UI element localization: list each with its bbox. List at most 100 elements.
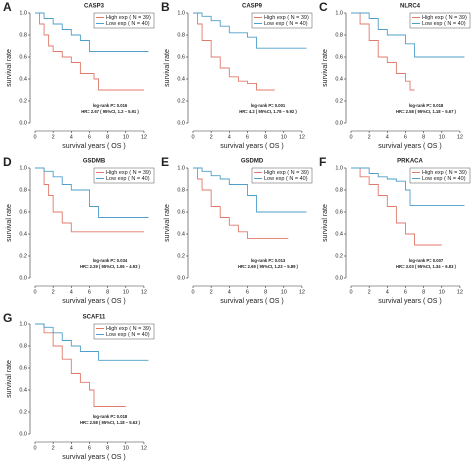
x-tick-label: 4 — [70, 445, 73, 451]
y-tick-label: 0.0 — [177, 120, 185, 126]
y-axis-label: survival rate — [6, 204, 13, 242]
chart-title: CASP3 — [84, 4, 105, 10]
x-tick-label: 10 — [123, 289, 129, 295]
y-tick-label: 0.8 — [177, 32, 185, 38]
y-tick-label: 0.2 — [19, 409, 27, 415]
legend-box — [251, 167, 313, 184]
legend-label: Low exp ( N = 40) — [264, 176, 308, 182]
y-tick-label: 0.2 — [19, 98, 27, 104]
y-tick-label: 1.0 — [19, 321, 27, 327]
y-tick-label: 0.0 — [177, 275, 185, 281]
annotation: HR= 2.58 ( 95%CI, 1.18 – 5.67 ) — [396, 109, 457, 114]
y-tick-label: 0.4 — [335, 231, 343, 237]
survival-curve — [193, 167, 307, 213]
x-tick-label: 4 — [228, 134, 231, 140]
y-axis-label: survival rate — [6, 49, 13, 87]
survival-curve — [35, 12, 149, 52]
y-tick-label: 1.0 — [19, 10, 27, 16]
y-tick-label: 0.2 — [177, 253, 185, 259]
annotation: log-rank P= 0.007 — [409, 258, 444, 263]
panel: B CASP9 0.0 0.2 0.4 0.6 0.8 1.0 0 2 4 6 8 10 12 surviva… — [161, 0, 313, 150]
y-tick-label: 1.0 — [177, 165, 185, 171]
panel: C NLRC4 0.0 0.2 0.4 0.6 0.8 1.0 0 2 4 6 8 10 12 surviva… — [319, 0, 471, 150]
y-tick-label: 0.2 — [335, 98, 343, 104]
y-tick-label: 0.4 — [19, 387, 27, 393]
x-tick-label: 0 — [191, 134, 194, 140]
y-tick-label: 0.0 — [19, 120, 27, 126]
annotation: HR= 3.03 ( 95%CI, 1.34 – 6.83 ) — [396, 264, 457, 269]
chart-title: CASP9 — [242, 4, 263, 10]
annotation: log-rank P= 0.018 — [93, 414, 128, 419]
survival-curve — [351, 12, 415, 91]
x-tick-label: 10 — [281, 289, 287, 295]
x-axis-label: survival years ( OS ) — [378, 298, 441, 305]
panel-letter: D — [3, 155, 12, 169]
x-tick-label: 8 — [106, 134, 109, 140]
y-tick-label: 0.2 — [19, 253, 27, 259]
y-tick-label: 0.8 — [177, 187, 185, 193]
x-tick-label: 8 — [106, 445, 109, 451]
legend-box — [409, 12, 471, 29]
chart-title: NLRC4 — [400, 4, 421, 10]
chart-title: GSDMD — [241, 159, 264, 165]
survival-curve — [193, 12, 275, 91]
y-tick-label: 0.0 — [19, 275, 27, 281]
x-axis-label: survival years ( OS ) — [220, 298, 283, 305]
x-tick-label: 2 — [52, 445, 55, 451]
y-tick-label: 0.0 — [19, 431, 27, 437]
x-tick-label: 8 — [264, 289, 267, 295]
x-tick-label: 4 — [228, 289, 231, 295]
annotation: HR= 2.58 ( 95%CI, 1.18 – 5.63 ) — [80, 420, 141, 425]
legend-label: Low exp ( N = 40) — [106, 176, 150, 182]
x-tick-label: 0 — [349, 134, 352, 140]
y-tick-label: 0.6 — [19, 365, 27, 371]
x-tick-label: 2 — [52, 134, 55, 140]
y-tick-label: 0.4 — [335, 76, 343, 82]
survival-curve — [351, 167, 442, 246]
x-tick-label: 6 — [88, 445, 91, 451]
x-tick-label: 8 — [422, 289, 425, 295]
x-tick-label: 2 — [210, 289, 213, 295]
panel-letter: A — [3, 0, 12, 14]
x-tick-label: 12 — [141, 445, 147, 451]
legend-box — [93, 12, 155, 29]
y-tick-label: 0.8 — [19, 187, 27, 193]
y-tick-label: 0.4 — [19, 76, 27, 82]
y-tick-label: 0.0 — [335, 120, 343, 126]
y-tick-label: 0.8 — [335, 187, 343, 193]
x-tick-label: 10 — [123, 134, 129, 140]
x-tick-label: 12 — [299, 134, 305, 140]
x-tick-label: 6 — [404, 289, 407, 295]
y-axis-label: survival rate — [322, 204, 329, 242]
survival-curve — [35, 323, 126, 407]
legend-label: High exp ( N = 39) — [264, 15, 309, 21]
x-tick-label: 0 — [33, 289, 36, 295]
legend-box — [93, 167, 155, 184]
x-tick-label: 6 — [246, 289, 249, 295]
panel-letter: C — [319, 0, 328, 14]
x-tick-label: 4 — [386, 134, 389, 140]
panel: G SCAF11 0.0 0.2 0.4 0.6 0.8 1.0 0 2 4 6 8 10 12 surviv… — [3, 311, 155, 461]
panel: D GSDMB 0.0 0.2 0.4 0.6 0.8 1.0 0 2 4 6 8 10 12 surviva… — [3, 155, 155, 305]
y-tick-label: 1.0 — [335, 165, 343, 171]
x-tick-label: 10 — [281, 134, 287, 140]
x-tick-label: 4 — [70, 289, 73, 295]
survival-curve — [35, 12, 144, 91]
x-tick-label: 12 — [299, 289, 305, 295]
x-axis-label: survival years ( OS ) — [378, 143, 441, 150]
y-tick-label: 0.8 — [19, 343, 27, 349]
legend-label: Low exp ( N = 40) — [106, 21, 150, 27]
x-tick-label: 12 — [141, 134, 147, 140]
x-tick-label: 10 — [439, 289, 445, 295]
y-tick-label: 0.0 — [335, 275, 343, 281]
x-axis-label: survival years ( OS ) — [220, 143, 283, 150]
y-tick-label: 0.8 — [19, 32, 27, 38]
legend-label: High exp ( N = 39) — [106, 15, 151, 21]
annotation: HR= 4.2 ( 95%CI, 1.78 – 9.92 ) — [239, 109, 297, 114]
legend-label: High exp ( N = 39) — [264, 170, 309, 176]
x-tick-label: 6 — [246, 134, 249, 140]
survival-curve — [35, 167, 144, 233]
annotation: log-rank P= 0.018 — [409, 103, 444, 108]
y-tick-label: 1.0 — [19, 165, 27, 171]
